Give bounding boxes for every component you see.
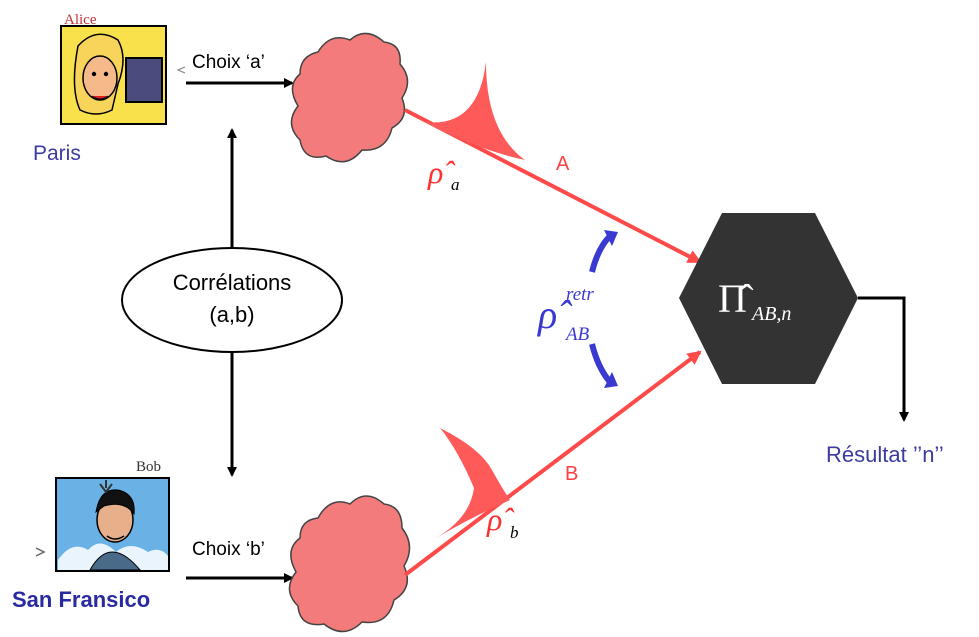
wave-packet-a <box>425 62 525 160</box>
result-label: Résultat ’’n’’ <box>826 442 944 467</box>
alice-choice-label: Choix ‘a’ <box>192 52 265 73</box>
cloud-source-b <box>288 495 411 633</box>
retr-arrow-up-head <box>604 230 618 246</box>
svg-text:AB,n: AB,n <box>750 303 791 325</box>
alice-avatar: Alice <box>60 12 167 125</box>
rho-a-label: ρ̂ a <box>427 154 460 194</box>
svg-text:retr: retr <box>566 284 594 305</box>
bob-avatar: Bob <box>35 459 170 572</box>
bob-caption: Bob <box>136 459 161 475</box>
rho-ab-retr-label: ρ̂ retr AB <box>536 284 594 345</box>
alice-small-chevron-icon <box>176 66 186 74</box>
beam-a-label: A <box>556 153 570 175</box>
retr-arrow-up <box>589 233 613 273</box>
correlations-ellipse <box>121 247 343 353</box>
bob-choice-label: Choix ‘b’ <box>192 539 265 560</box>
measurement-hexagon <box>679 213 858 384</box>
svg-text:AB: AB <box>564 324 590 345</box>
beam-b <box>403 350 702 577</box>
svg-text:b: b <box>510 523 519 542</box>
svg-text:a: a <box>451 175 460 194</box>
result-arrow <box>858 296 909 422</box>
cloud-source-a <box>290 32 409 163</box>
rho-b-label: ρ̂ b <box>486 501 519 542</box>
alice-city: Paris <box>33 142 81 165</box>
retr-arrow-down <box>589 343 613 384</box>
wave-packet-b <box>436 428 510 538</box>
beam-b-label: B <box>565 463 578 485</box>
bob-city: San Fransico <box>12 587 150 612</box>
alice-caption: Alice <box>64 12 97 28</box>
retr-arrow-down-head <box>604 372 618 388</box>
correlations-line2: (a,b) <box>209 302 254 327</box>
correlations-line1: Corrélations <box>173 270 292 295</box>
